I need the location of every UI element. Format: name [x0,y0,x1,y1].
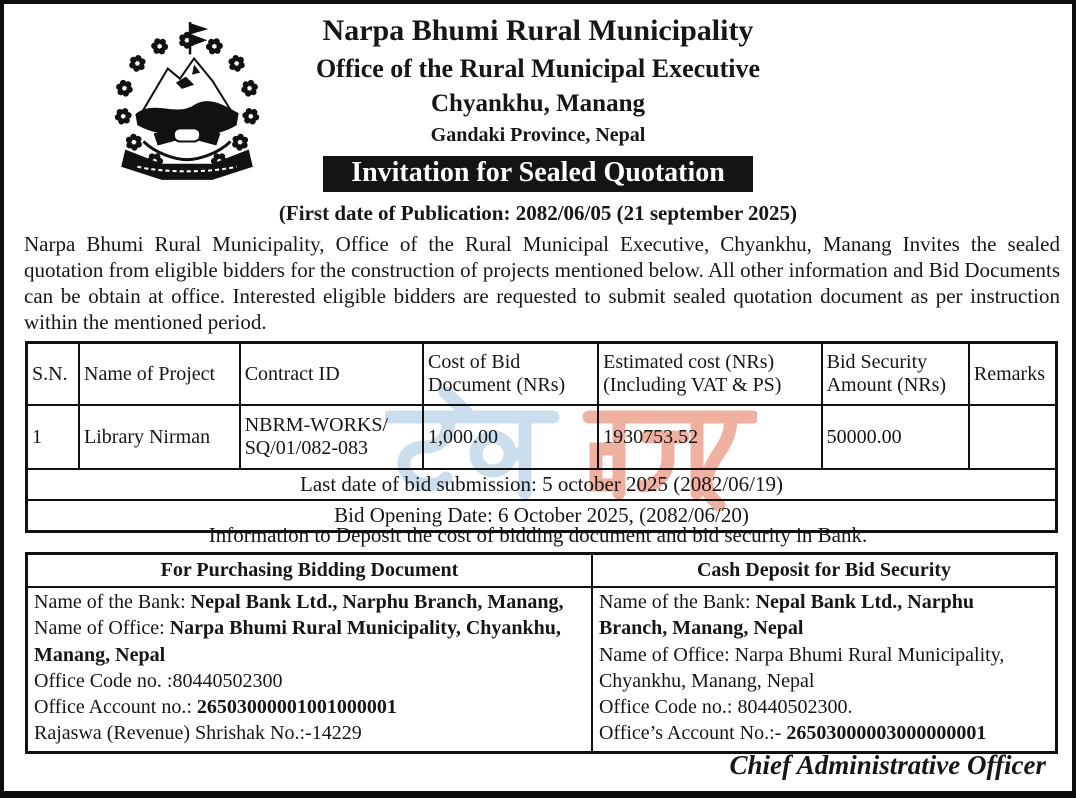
purchase-column-header: For Purchasing Bidding Document [25,552,593,588]
nepal-government-emblem-logo [113,22,261,180]
bank-info-table: For Purchasing Bidding Document Cash Dep… [25,552,1058,754]
org-name: Narpa Bhumi Rural Municipality [322,14,754,47]
bank-table-body-row: Name of the Bank: Nepal Bank Ltd., Narph… [25,586,1058,754]
notice-title-banner: Invitation for Sealed Quotation [323,156,753,192]
laurel [142,140,232,162]
office-name: Office of the Rural Municipal Executive [315,54,761,83]
col-header-cost: Cost of Bid Document (NRs) [422,341,600,406]
province-line: Gandaki Province, Nepal [430,124,646,146]
last-date-line: Last date of bid submission: 5 october 2… [25,468,1058,501]
signatory-title: Chief Administrative Officer [729,750,1047,780]
projects-table: S.N. Name of Project Contract ID Cost of… [25,341,1058,533]
col-header-estimated: Estimated cost (NRs) (Including VAT & PS… [597,341,823,406]
office-address: Chyankhu, Manang [431,90,645,117]
deposit-column-header: Cash Deposit for Bid Security [590,552,1058,588]
last-date-row: Last date of bid submission: 5 october 2… [25,468,1058,501]
ribbon-banner [121,149,253,180]
purchase-bank-details: Name of the Bank: Nepal Bank Ltd., Narph… [25,586,593,754]
mountain-shade [192,64,201,75]
cell-project-name: Library Nirman [78,404,241,470]
col-header-security: Bid Security Amount (NRs) [820,341,970,406]
col-header-contract-id: Contract ID [238,341,425,406]
cell-estimated: 1930753.52 [597,404,823,470]
deposit-info-line: Information to Deposit the cost of biddi… [208,523,868,547]
hills-band [135,101,239,137]
bank-table-header-row: For Purchasing Bidding Document Cash Dep… [25,552,1058,588]
nepal-flag-icon [190,23,209,47]
cell-contract-id: NBRM-WORKS/ SQ/01/082-083 [238,404,425,470]
mountain-shade [175,76,195,89]
cell-cost: 1,000.00 [422,404,600,470]
col-header-project: Name of Project [78,341,241,406]
ribbon-motto-text [137,165,237,173]
publication-date-line: (First date of Publication: 2082/06/05 (… [278,201,798,225]
projects-table-header-row: S.N. Name of Project Contract ID Cost of… [25,341,1058,406]
cell-sn: 1 [25,404,81,470]
opening-date-line: Bid Opening Date: 6 October 2025, (2082/… [25,499,1058,533]
col-header-remarks: Remarks [967,341,1058,406]
letterhead: Narpa Bhumi Rural Municipality Office of… [4,14,1072,192]
cell-security: 50000.00 [820,404,970,470]
notice-body: Narpa Bhumi Rural Municipality, Office o… [24,232,1060,334]
cell-remarks [967,404,1058,470]
opening-date-row: Bid Opening Date: 6 October 2025, (2082/… [25,499,1058,533]
table-row: 1 Library Nirman NBRM-WORKS/ SQ/01/082-0… [25,404,1058,470]
handshake [172,127,202,143]
deposit-bank-details: Name of the Bank: Nepal Bank Ltd., Narph… [590,586,1058,754]
col-header-sn: S.N. [25,341,81,406]
